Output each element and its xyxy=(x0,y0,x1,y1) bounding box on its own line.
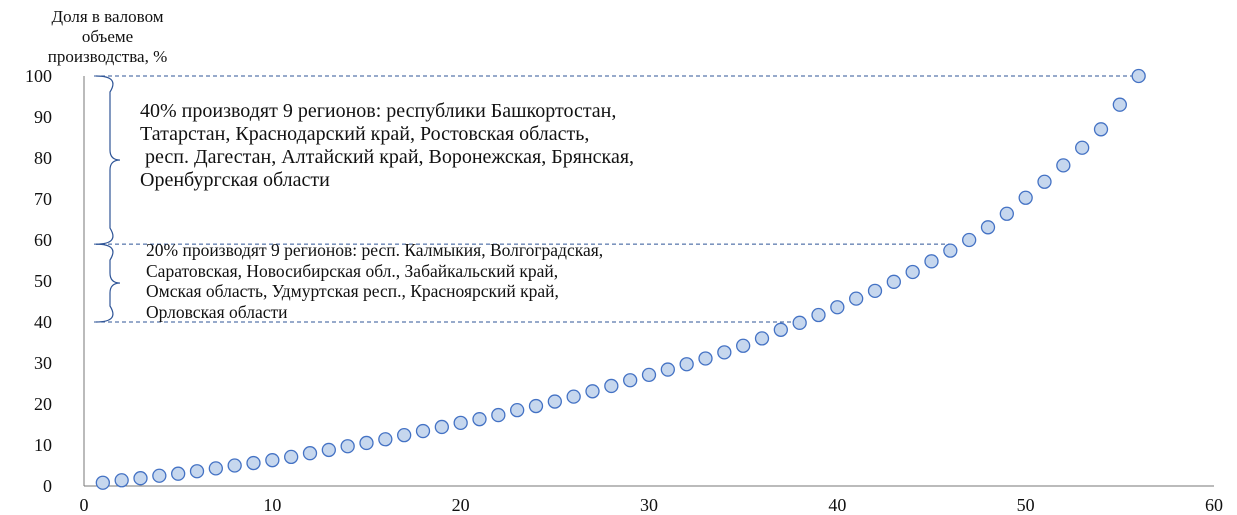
annotation-line: 40% производят 9 регионов: республики Ба… xyxy=(140,100,617,122)
y-tick-label: 50 xyxy=(34,271,52,291)
data-point xyxy=(208,461,223,476)
data-point xyxy=(999,206,1014,221)
x-tick-label: 0 xyxy=(80,495,89,515)
data-point xyxy=(397,428,412,443)
data-point xyxy=(133,471,148,486)
data-point xyxy=(1056,158,1071,173)
data-point xyxy=(491,407,506,423)
data-point xyxy=(1112,97,1127,112)
data-point xyxy=(641,367,657,383)
data-point xyxy=(811,307,826,323)
data-point xyxy=(528,398,544,414)
data-point xyxy=(679,357,694,372)
annotation-line: Оренбургская области xyxy=(140,169,330,191)
data-points xyxy=(95,68,1146,490)
curly-bracket xyxy=(95,243,121,323)
data-point xyxy=(189,464,205,479)
data-point xyxy=(378,432,393,447)
data-point xyxy=(1018,190,1033,205)
y-axis-label-line-1: Доля в валовом xyxy=(51,7,164,26)
y-axis-label-line-3: производства, % xyxy=(47,47,168,66)
y-tick-label: 40 xyxy=(34,312,52,332)
y-axis-label-line-2: объеме xyxy=(81,27,134,46)
y-tick-label: 60 xyxy=(34,230,52,250)
data-point xyxy=(660,362,675,377)
x-tick-label: 10 xyxy=(263,495,281,515)
annotation-top-40-percent: 40% производят 9 регионов: республики Ба… xyxy=(140,100,634,192)
annotation-line: Омская область, Удмуртская респ., Красно… xyxy=(146,281,559,301)
data-point xyxy=(566,389,581,404)
data-point xyxy=(905,264,920,280)
x-tick-label: 40 xyxy=(828,495,846,515)
data-point xyxy=(943,243,958,258)
data-point xyxy=(736,338,751,353)
data-point xyxy=(849,291,864,306)
y-tick-label: 80 xyxy=(34,148,52,168)
x-tick-label: 30 xyxy=(640,495,658,515)
data-point xyxy=(472,412,487,427)
data-point xyxy=(830,300,845,315)
y-tick-label: 10 xyxy=(34,435,52,455)
y-tick-label: 20 xyxy=(34,394,52,414)
annotation-line: Татарстан, Краснодарский край, Ростовска… xyxy=(140,123,590,145)
data-point xyxy=(453,415,468,431)
data-point xyxy=(924,254,939,269)
reference-lines xyxy=(94,75,1139,323)
data-point xyxy=(171,466,186,481)
x-tick-label: 50 xyxy=(1017,495,1035,515)
annotation-line: Саратовская, Новосибирская обл., Забайка… xyxy=(146,260,559,281)
y-tick-label: 100 xyxy=(25,66,52,86)
annotation-bottom-20-percent: 20% производят 9 регионов: респ. Калмыки… xyxy=(146,240,603,322)
axes xyxy=(83,76,1214,487)
annotation-line: 20% производят 9 регионов: респ. Калмыки… xyxy=(146,240,604,260)
data-point xyxy=(114,473,129,488)
data-point xyxy=(302,446,318,461)
data-point xyxy=(604,378,619,394)
x-tick-labels: 0 10 20 30 40 50 60 xyxy=(80,495,1224,515)
y-tick-labels: 0 10 20 30 40 50 60 70 80 90 100 xyxy=(25,66,52,496)
y-tick-label: 70 xyxy=(34,189,52,209)
data-point xyxy=(547,394,562,409)
data-point xyxy=(1075,140,1090,155)
data-point xyxy=(623,373,638,388)
y-tick-label: 90 xyxy=(34,107,52,127)
data-point xyxy=(359,435,374,451)
data-point xyxy=(246,455,261,471)
data-point xyxy=(152,468,167,483)
brackets xyxy=(95,75,121,323)
data-point xyxy=(95,475,110,490)
x-tick-label: 60 xyxy=(1205,495,1223,515)
data-point xyxy=(886,274,901,289)
x-tick-label: 20 xyxy=(452,495,470,515)
data-point xyxy=(434,419,449,435)
data-point xyxy=(284,449,299,465)
data-point xyxy=(510,402,525,418)
data-point xyxy=(1093,122,1109,137)
data-point xyxy=(962,232,977,248)
annotation-line: Орловская области xyxy=(146,301,288,322)
curly-bracket xyxy=(95,75,121,245)
data-point xyxy=(792,315,807,330)
data-point xyxy=(698,351,713,366)
data-point xyxy=(321,442,336,458)
data-point xyxy=(754,331,770,346)
data-point xyxy=(265,453,280,468)
data-point xyxy=(415,423,431,439)
data-point xyxy=(980,220,996,235)
data-point xyxy=(773,322,788,337)
data-point xyxy=(1131,68,1146,84)
data-point xyxy=(585,384,600,399)
y-tick-label: 0 xyxy=(43,476,52,496)
annotation-line: респ. Дагестан, Алтайский край, Воронежс… xyxy=(140,146,635,168)
data-point xyxy=(717,345,732,360)
data-point xyxy=(1037,174,1052,189)
data-point xyxy=(227,458,242,473)
data-point xyxy=(867,283,883,298)
y-tick-label: 30 xyxy=(34,353,52,373)
data-point xyxy=(340,439,355,454)
